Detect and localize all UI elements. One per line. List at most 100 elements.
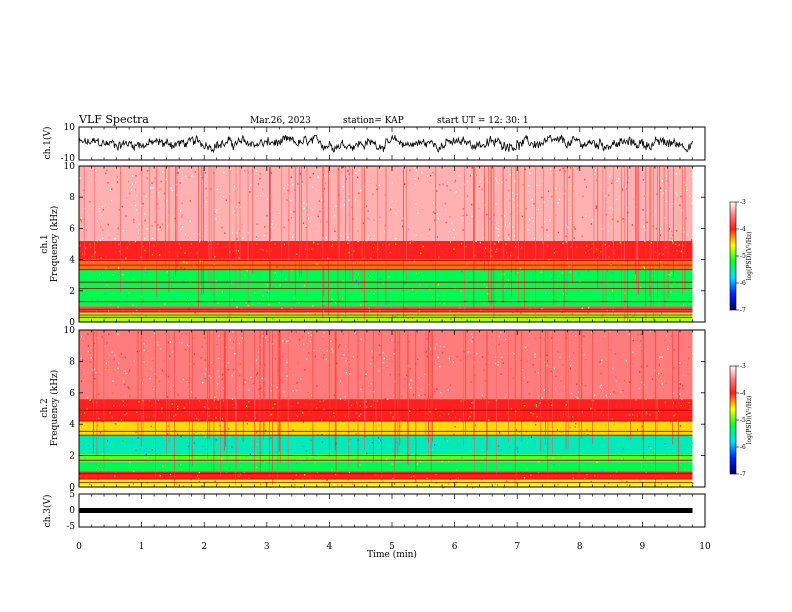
spectrogram-pixel [113,422,115,425]
spectrogram-pixel [217,242,219,245]
spectrogram-pixel [240,308,243,310]
spectrogram-pixel [368,218,370,220]
spectrogram-pixel [545,435,547,437]
spectrogram-pixel [468,351,470,353]
spectrogram-pixel [300,486,302,489]
spectrogram-pixel [486,278,488,281]
spectrogram-pixel [452,410,454,412]
spectrogram-pixel [327,455,329,458]
spectrogram-pixel [440,438,442,441]
spectrogram-pixel [112,445,114,447]
spectrogram-pixel [377,436,380,439]
spectrogram-pixel [683,181,685,184]
spectrogram-pixel [122,273,124,276]
spectrogram-pixel [346,275,348,278]
spectrogram-pixel [345,315,347,318]
spectrogram-pixel [92,259,94,261]
spectrogram-pixel [590,223,592,225]
spectrogram-pixel [604,313,606,316]
spectrogram-pixel [428,232,430,235]
spectrogram-pixel [79,244,81,247]
spectrogram-pixel [345,178,347,180]
spectrogram-pixel [231,232,234,234]
spectrogram-pixel [200,175,202,178]
spectrogram-pixel [539,358,541,360]
spectrogram-pixel [542,463,544,466]
spectrogram-pixel [443,345,445,348]
spectrogram-pixel [306,457,308,460]
spectrogram-pixel [612,289,614,292]
spectrogram-pixel [331,298,333,300]
spectrogram-pixel [655,290,657,292]
spectrogram-pixel [216,405,218,408]
spectrogram-pixel [409,410,411,412]
spectrogram-pixel [574,426,576,428]
spectrogram-pixel [577,397,579,399]
spectrogram-pixel [500,427,502,429]
spectrogram-pixel [648,240,651,242]
spectrogram-pixel [632,442,635,444]
spectrogram-pixel [484,204,486,206]
spectrogram-pixel [661,437,663,440]
spectrogram-pixel [143,449,146,451]
spectrogram-pixel [394,315,396,317]
spectrogram-pixel [624,379,626,382]
colorbar-tick-label: -5 [740,253,746,260]
spectrogram-pixel [286,439,288,441]
spectrogram-pixel [310,403,312,406]
spectrogram-pixel [587,269,590,272]
spectrogram-pixel [447,435,450,437]
spectrogram-pixel [343,280,345,283]
spectrogram-pixel [620,479,622,481]
spectrogram-pixel [434,173,436,176]
spectrogram-pixel [184,252,186,254]
spectrogram-pixel [352,262,355,264]
spectrogram-pixel [562,364,564,366]
spectrogram-pixel [90,357,92,359]
spectrogram-pixel [540,385,542,387]
spectrogram-pixel [532,364,534,366]
spectrogram-pixel [692,175,694,178]
spectrogram-pixel [560,431,562,433]
spectrogram-pixel [541,238,543,240]
spectrogram-pixel [138,350,140,353]
spectrogram-pixel [256,237,258,239]
spectrogram-pixel [643,225,645,228]
spectrogram-pixel [260,347,262,350]
spectrogram-pixel [204,359,206,361]
spectrogram-pixel [600,384,602,387]
spectrogram-pixel [226,472,228,474]
spectrogram-pixel [436,190,438,192]
spectrogram-pixel [583,432,585,435]
spectrogram-pixel [239,374,241,377]
spectrogram-pixel [501,215,503,217]
spectrogram-pixel [456,356,458,358]
spectrogram-pixel [500,373,502,376]
spectrogram-pixel [161,411,163,413]
spectrogram-pixel [599,451,601,454]
spectrogram-pixel [207,245,210,247]
spectrogram-pixel [307,473,309,475]
spectrogram-pixel [670,335,673,337]
spectrogram-pixel [183,485,185,487]
spectrogram-pixel [498,343,500,346]
spectrogram-pixel [658,364,661,366]
spectrogram-pixel [296,414,298,416]
spectrogram-pixel [216,407,218,410]
spectrogram-pixel [101,205,103,208]
spectrogram-pixel [570,245,572,248]
spectrogram-pixel [202,410,205,413]
spectrogram-pixel [323,354,325,356]
spectrogram-pixel [270,226,272,228]
spectrogram-pixel [161,285,163,287]
ch2-spectrogram-image [79,330,694,489]
spectrogram-pixel [312,209,314,211]
spectrogram-pixel [523,477,526,479]
spectrogram-pixel [289,252,291,254]
spectrogram-pixel [293,303,295,305]
spectrogram-pixel [167,341,169,344]
spectrogram-pixel [646,221,648,224]
spectrogram-pixel [149,377,151,380]
spectrogram-pixel [283,243,286,246]
spectrogram-pixel [281,367,283,369]
